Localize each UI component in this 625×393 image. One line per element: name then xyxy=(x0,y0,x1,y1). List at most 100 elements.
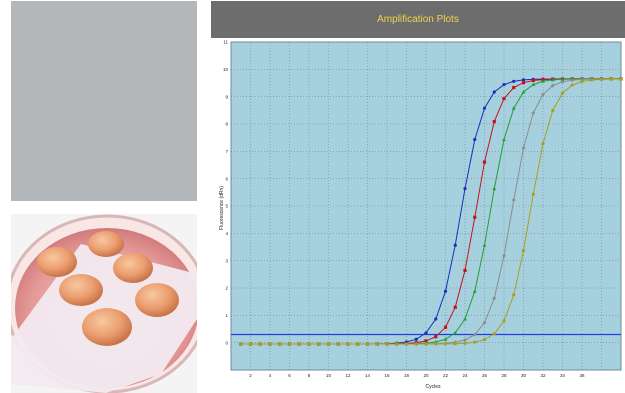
series-5-point xyxy=(463,341,467,345)
series-4-point xyxy=(531,111,536,116)
series-5-point xyxy=(287,342,292,346)
grid-lines xyxy=(231,42,621,370)
series-5-point xyxy=(248,342,253,346)
series-1-point xyxy=(521,78,526,82)
series-5-point xyxy=(453,342,457,346)
series-5-point xyxy=(278,342,282,346)
x-tick-label: 22 xyxy=(443,373,449,378)
series-3-point xyxy=(521,90,526,94)
x-tick-label: 14 xyxy=(365,373,371,378)
series-1-point xyxy=(473,137,477,142)
x-tick-label: 6 xyxy=(288,373,291,378)
y-tick-label: 3 xyxy=(225,258,228,263)
series-2-point xyxy=(473,215,477,219)
series-3-point xyxy=(541,79,545,83)
series-5-point xyxy=(326,342,331,346)
x-axis-ticks: 2 4 6 8 10 12 14 16 18 20 22 24 26 28 30 32 34 36 xyxy=(249,373,585,378)
series-3-point xyxy=(443,337,448,341)
series-5-point xyxy=(239,342,243,346)
series-5-point xyxy=(551,108,555,113)
x-tick-label: 4 xyxy=(269,373,272,378)
series-3-point xyxy=(511,106,516,110)
series-2-point xyxy=(531,78,535,83)
y-tick-label: 2 xyxy=(225,286,228,291)
series-5-point xyxy=(619,77,623,81)
series-5-point xyxy=(443,342,448,346)
series-5-point xyxy=(580,79,584,84)
series-1-point xyxy=(424,331,428,335)
series-3-point xyxy=(492,186,497,191)
series-1-point xyxy=(492,90,496,94)
x-tick-label: 12 xyxy=(345,373,351,378)
series-5-point xyxy=(297,342,301,346)
series-5-point xyxy=(473,340,477,344)
series-5-line xyxy=(240,78,622,345)
series-1-point xyxy=(482,106,487,110)
series-5-point xyxy=(317,342,321,346)
series-4-point xyxy=(502,253,506,258)
series-5-point xyxy=(385,342,389,346)
y-tick-label: 8 xyxy=(225,122,228,127)
y-tick-label: 6 xyxy=(225,176,228,181)
series-1-point xyxy=(453,243,457,247)
series-4-point xyxy=(482,320,487,325)
series-2-point xyxy=(434,335,438,339)
series-5-point xyxy=(599,77,604,81)
petri-dish-photo xyxy=(11,214,197,393)
series-2-point xyxy=(512,85,516,90)
y-tick-label: 7 xyxy=(225,149,228,154)
x-tick-label: 2 xyxy=(249,373,252,378)
x-tick-label: 36 xyxy=(579,373,585,378)
series-5-point xyxy=(570,83,574,87)
y-tick-label: 5 xyxy=(225,204,228,209)
series-5-point xyxy=(395,342,399,346)
series-1-point xyxy=(463,187,467,191)
series-5-point xyxy=(541,142,545,146)
series-1-point xyxy=(434,317,438,321)
y-tick-label: 4 xyxy=(225,231,228,236)
series-4-point xyxy=(511,197,516,202)
y-tick-label: 9 xyxy=(225,94,228,99)
series-4-point xyxy=(580,77,584,82)
series-1-point xyxy=(414,337,418,341)
series-4-point xyxy=(560,79,565,84)
series-5-point xyxy=(365,342,370,346)
series-5-point xyxy=(375,342,379,346)
x-tick-label: 30 xyxy=(521,373,527,378)
series-5-point xyxy=(307,342,311,346)
series-group xyxy=(238,76,623,347)
series-5-point xyxy=(336,342,340,346)
series-2-point xyxy=(424,339,428,343)
image-placeholder-panel xyxy=(11,1,197,201)
series-2-point xyxy=(502,97,506,101)
series-3-point xyxy=(482,243,487,247)
y-axis-ticks: 0 1 2 3 4 5 6 7 8 9 10 11 xyxy=(223,40,229,346)
series-5-point xyxy=(521,249,526,253)
x-tick-label: 26 xyxy=(482,373,488,378)
chart-title-bar: Amplification Plots xyxy=(211,1,625,38)
series-3-point xyxy=(453,330,458,335)
series-2-point xyxy=(482,160,487,164)
series-2-point xyxy=(521,80,526,85)
series-4-point xyxy=(550,83,555,88)
series-5-point xyxy=(482,338,487,342)
series-3-point xyxy=(550,77,555,82)
series-5-point xyxy=(512,293,516,297)
y-tick-label: 11 xyxy=(223,40,228,45)
series-4-point xyxy=(492,296,497,301)
x-tick-label: 10 xyxy=(326,373,332,378)
series-2-point xyxy=(492,119,496,124)
series-5-point xyxy=(609,77,613,81)
x-tick-label: 34 xyxy=(560,373,566,378)
series-3-point xyxy=(560,77,565,81)
y-axis-label: Fluorescence (dRn) xyxy=(219,186,225,230)
series-2-point xyxy=(453,305,457,309)
petri-dish-illustration xyxy=(11,214,197,393)
x-axis-label: Cycles xyxy=(425,384,441,390)
x-tick-label: 16 xyxy=(384,373,390,378)
x-tick-label: 32 xyxy=(540,373,546,378)
x-tick-label: 20 xyxy=(423,373,429,378)
series-4-point xyxy=(570,78,575,83)
series-2-point xyxy=(443,325,448,329)
